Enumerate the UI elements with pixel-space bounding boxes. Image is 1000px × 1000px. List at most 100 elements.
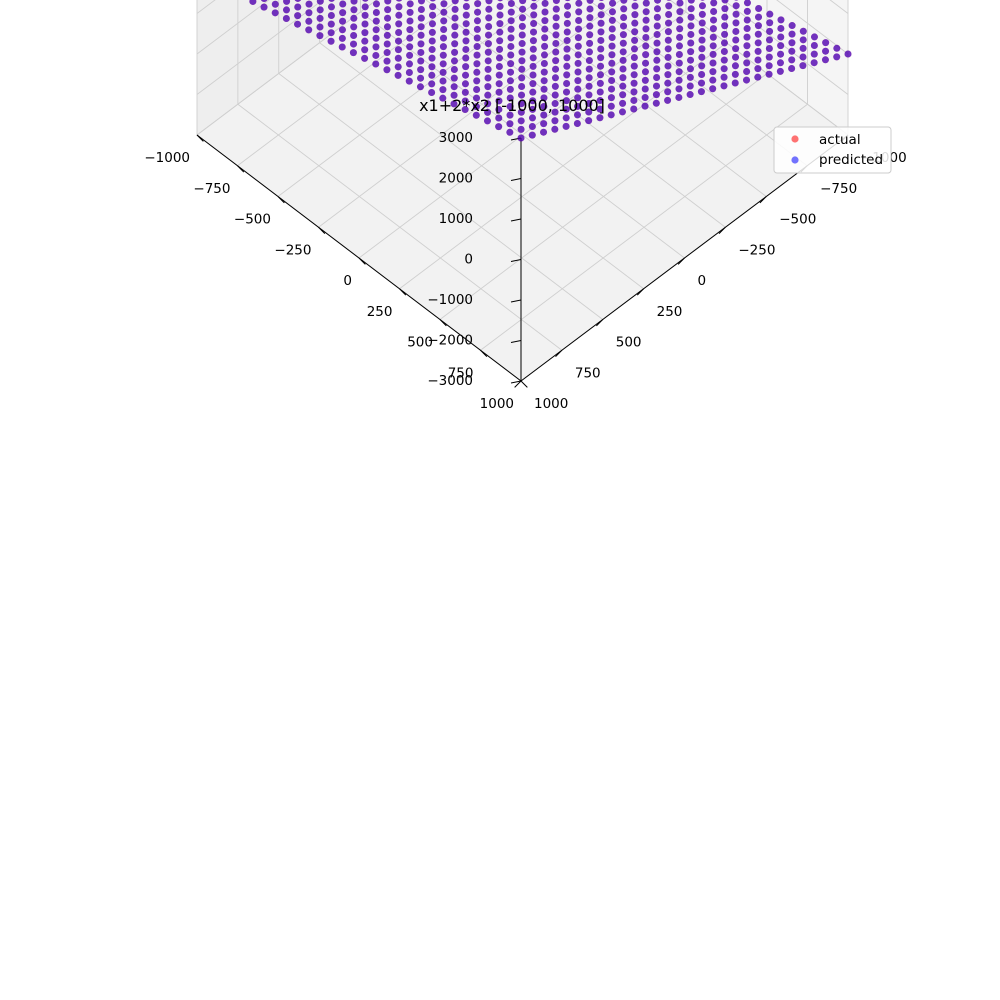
- data-point-predicted: [743, 16, 751, 24]
- gridline-z: [196, 0, 378, 136]
- data-point-predicted: [428, 88, 436, 96]
- data-point-predicted: [586, 14, 594, 22]
- data-point-predicted: [384, 14, 392, 22]
- data-point-predicted: [642, 8, 650, 16]
- data-point-predicted: [686, 82, 694, 90]
- data-point-predicted: [495, 80, 503, 88]
- data-point-predicted: [687, 5, 695, 13]
- y-tick-label: −500: [779, 212, 816, 228]
- gridline-z: [196, 0, 324, 95]
- data-point-predicted: [630, 105, 638, 113]
- data-point-predicted: [540, 111, 548, 119]
- x-tick-tick: [439, 319, 447, 327]
- data-point-predicted: [529, 45, 537, 53]
- data-point-predicted: [496, 20, 504, 28]
- z-tick-tick: [510, 218, 522, 222]
- data-point-predicted: [473, 77, 481, 85]
- data-point-predicted: [619, 74, 627, 82]
- data-point-predicted: [653, 56, 661, 64]
- data-point-predicted: [496, 28, 504, 36]
- data-point-predicted: [473, 51, 481, 59]
- data-point-predicted: [530, 11, 538, 19]
- data-point-predicted: [529, 37, 537, 45]
- data-point-predicted: [417, 31, 425, 39]
- data-point-predicted: [282, 15, 290, 23]
- data-point-predicted: [529, 105, 537, 113]
- data-point-predicted: [709, 76, 717, 84]
- data-point-predicted: [541, 34, 549, 42]
- data-point-predicted: [461, 88, 469, 96]
- data-point-predicted: [519, 5, 527, 13]
- data-point-predicted: [619, 65, 627, 73]
- data-point-predicted: [484, 40, 492, 48]
- data-point-predicted: [339, 0, 347, 8]
- data-point-predicted: [540, 128, 548, 136]
- data-point-predicted: [585, 99, 593, 107]
- y-tick-tick: [759, 196, 767, 204]
- data-point-predicted: [664, 62, 672, 70]
- data-point-predicted: [462, 11, 470, 19]
- data-point-predicted: [372, 60, 380, 68]
- data-point-predicted: [574, 51, 582, 59]
- x-tick-tick: [318, 226, 326, 234]
- data-point-predicted: [495, 97, 503, 105]
- data-point-predicted: [732, 2, 740, 10]
- pane-floor: [197, 0, 848, 381]
- data-point-predicted: [362, 0, 369, 2]
- data-point-predicted: [810, 50, 818, 58]
- data-point-predicted: [754, 56, 762, 64]
- gridline-z: [669, 0, 849, 136]
- data-point-predicted: [653, 22, 661, 30]
- data-point-predicted: [519, 0, 527, 5]
- data-point-predicted: [608, 8, 616, 16]
- data-point-predicted: [406, 8, 414, 16]
- data-point-predicted: [799, 44, 807, 52]
- data-point-predicted: [496, 2, 504, 10]
- x-tick-label: −250: [274, 242, 311, 258]
- x-tick-tick: [520, 380, 528, 388]
- data-point-predicted: [732, 36, 740, 44]
- data-point-predicted: [710, 7, 718, 15]
- data-point-predicted: [585, 48, 593, 56]
- data-point-predicted: [361, 20, 369, 28]
- data-point-predicted: [754, 73, 762, 81]
- data-point-predicted: [709, 59, 717, 67]
- data-point-predicted: [755, 4, 763, 12]
- data-point-predicted: [338, 43, 346, 51]
- y-tick-tick: [514, 380, 522, 388]
- data-point-predicted: [405, 69, 413, 77]
- data-point-predicted: [731, 79, 739, 87]
- data-point-predicted: [406, 51, 414, 59]
- data-point-predicted: [541, 0, 549, 7]
- data-point-predicted: [608, 42, 616, 50]
- data-point-predicted: [495, 71, 503, 79]
- data-point-predicted: [574, 77, 582, 85]
- data-point-predicted: [664, 96, 672, 104]
- data-point-predicted: [450, 57, 458, 65]
- data-point-predicted: [383, 40, 391, 48]
- data-point-predicted: [563, 11, 571, 19]
- data-point-predicted: [518, 65, 526, 73]
- data-point-predicted: [506, 85, 514, 93]
- data-point-predicted: [484, 48, 492, 56]
- data-point-predicted: [406, 26, 414, 34]
- data-point-predicted: [518, 48, 526, 56]
- data-point-predicted: [641, 76, 649, 84]
- data-point-predicted: [676, 0, 684, 7]
- data-point-predicted: [666, 0, 672, 1]
- data-point-predicted: [631, 11, 639, 19]
- data-point-predicted: [754, 22, 762, 30]
- data-point-predicted: [551, 82, 559, 90]
- data-point-predicted: [372, 51, 380, 59]
- data-point-predicted: [575, 0, 583, 7]
- data-point-predicted: [462, 28, 470, 36]
- data-point-predicted: [799, 62, 807, 70]
- data-point-predicted: [529, 54, 537, 62]
- data-point-predicted: [540, 77, 548, 85]
- data-point-predicted: [383, 31, 391, 39]
- data-point-predicted: [619, 99, 627, 107]
- data-point-predicted: [597, 45, 605, 53]
- data-point-predicted: [327, 29, 335, 37]
- data-point-predicted: [406, 34, 414, 42]
- data-point-predicted: [664, 45, 672, 53]
